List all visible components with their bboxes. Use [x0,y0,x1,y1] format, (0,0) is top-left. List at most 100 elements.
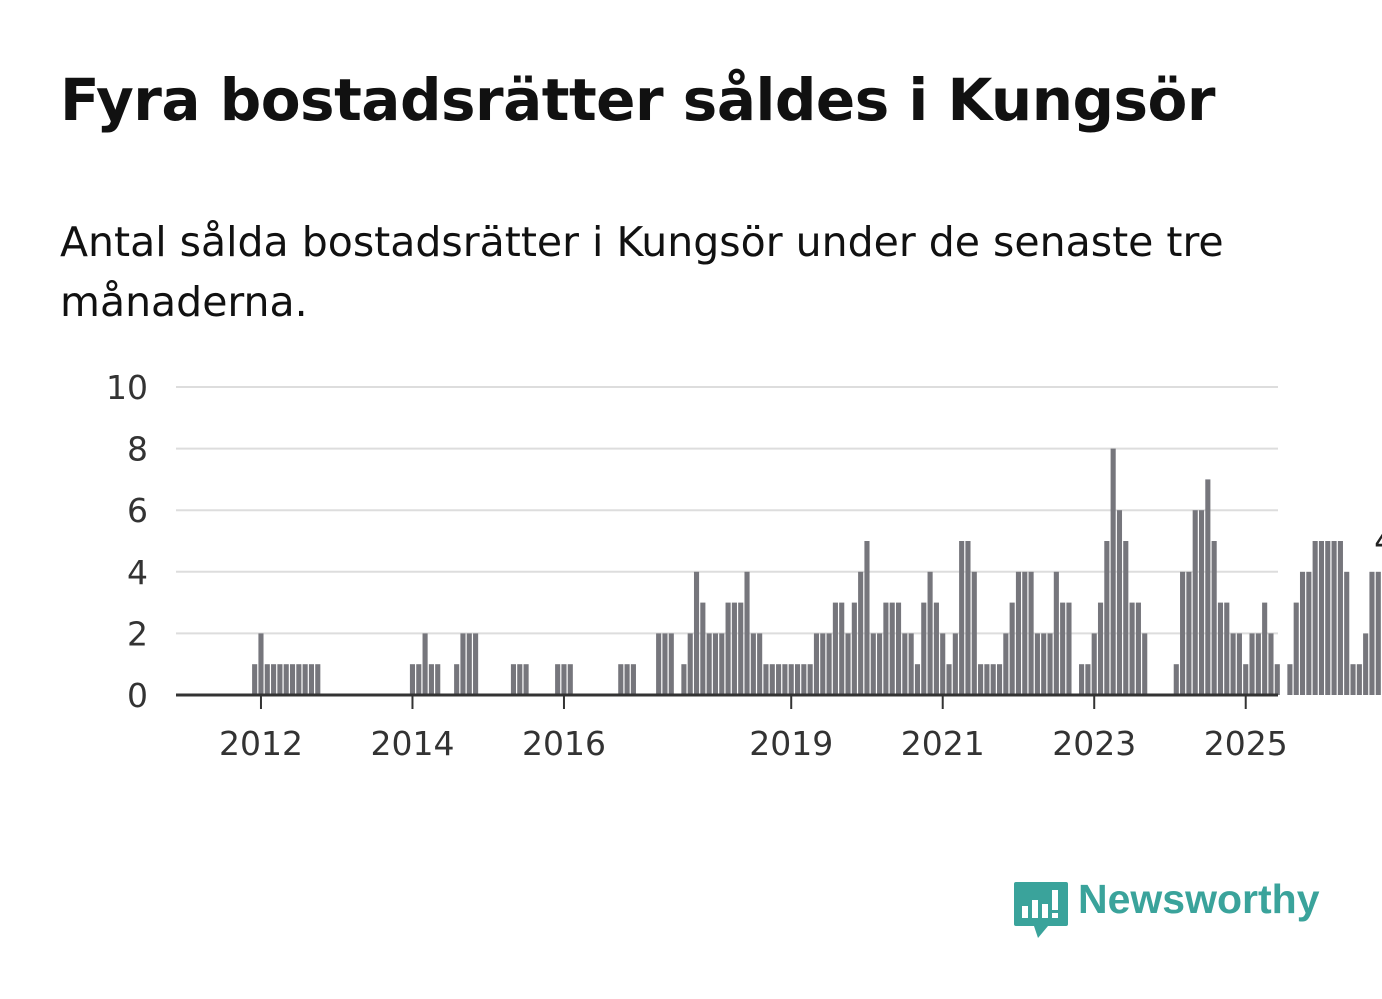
bar [927,571,933,695]
bar [1299,571,1306,695]
bar [921,602,927,695]
bar [1249,633,1255,695]
bar [902,633,908,695]
bar [731,602,737,695]
y-tick-label: 10 [106,368,148,407]
bar [782,664,788,695]
bar [757,633,763,695]
bar [1255,633,1261,695]
bar [788,664,794,695]
bar [990,664,996,695]
bar [807,664,813,695]
bar [1287,664,1293,695]
bar [1129,602,1135,695]
bar [1142,633,1148,695]
bar [1022,571,1028,695]
bar [258,633,264,695]
bar [839,602,845,695]
bar [845,633,851,695]
bar [1274,664,1280,695]
bar [794,664,801,695]
bar [700,602,706,695]
bar [561,664,567,695]
bar [510,664,517,695]
bar [1034,633,1040,695]
chart-title: Fyra bostadsrätter såldes i Kungsör [60,66,1216,134]
bar [712,633,719,695]
bar [914,664,921,695]
bar [1123,541,1129,695]
bar [776,664,782,695]
brand-name: Newsworthy [1078,876,1320,922]
x-tick-label: 2016 [522,724,606,763]
bar [624,664,630,695]
bar [289,664,296,695]
bar [693,571,700,695]
chart-subtitle: Antal sålda bostadsrätter i Kungsör unde… [60,218,1224,326]
bar [1110,448,1116,695]
bar [858,571,864,695]
bar [473,633,479,695]
bar [630,664,636,695]
bar [687,633,693,695]
y-tick-label: 6 [127,491,148,530]
bar [1097,602,1104,695]
bar [1047,633,1053,695]
bar [1224,602,1230,695]
bar [428,664,434,695]
bar [1091,633,1097,695]
x-tick-label: 2025 [1204,724,1288,763]
bar [725,602,731,695]
x-tick-label: 2019 [749,724,833,763]
bar [1262,602,1268,695]
bar [1230,633,1236,695]
y-tick-label: 0 [127,676,148,715]
labels: 0 2 4 6 8 10 2012 2014 2016 2019 2021 2023 2025 4 [106,368,1382,763]
bar [1053,571,1059,695]
bar [1363,633,1369,695]
bar [454,664,460,695]
bar [271,664,277,695]
bar [1369,571,1375,695]
bar [1066,602,1072,695]
bar [933,602,939,695]
bar [618,664,624,695]
bar [1331,541,1337,695]
bar [1337,541,1343,695]
bar [1003,633,1009,695]
bar [750,633,756,695]
bar [1028,571,1034,695]
bar [996,664,1003,695]
bar [1186,571,1192,695]
bar [681,664,687,695]
bar [1293,602,1299,695]
bar [296,664,302,695]
bar [1306,571,1312,695]
bar [422,633,428,695]
bar [656,633,662,695]
bar [940,633,946,695]
bar [769,664,775,695]
bar [744,571,750,695]
bar [984,664,990,695]
bar [946,664,952,695]
bar [851,602,857,695]
bar [864,541,870,695]
bar [1356,664,1362,695]
bar [883,602,889,695]
bar [1104,541,1110,695]
x-tick-label: 2023 [1052,724,1136,763]
bar [416,664,422,695]
bar [1205,479,1211,695]
y-tick-label: 4 [127,553,148,592]
bar [283,664,289,695]
bar [252,664,258,695]
bar [1344,571,1350,695]
bar [1243,664,1249,695]
bar [1173,664,1179,695]
bar [813,633,820,695]
bar [302,664,308,695]
bar [567,664,573,695]
bar [908,633,914,695]
